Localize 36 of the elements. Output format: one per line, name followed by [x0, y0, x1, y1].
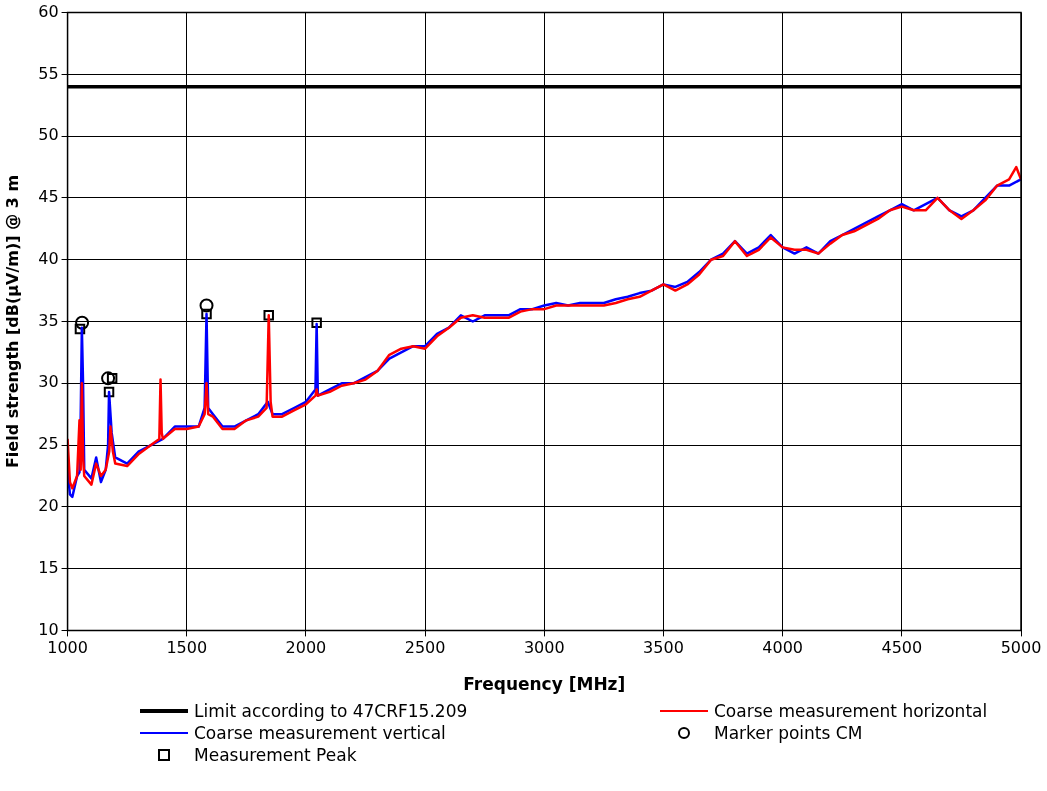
legend-label: Measurement Peak	[194, 745, 357, 765]
y-tick-label: 40	[38, 248, 59, 268]
legend-label: Coarse measurement horizontal	[714, 701, 988, 721]
point	[263, 310, 274, 321]
y-tick-label: 15	[38, 557, 59, 577]
x-tick-label: 1000	[47, 638, 88, 658]
point	[103, 386, 115, 398]
x-axis-title: Frequency [MHz]	[463, 674, 626, 695]
y-axis-title: Field strength [dB(µV/m)] @ 3 m	[2, 174, 22, 469]
legend-label: Marker points CM	[714, 723, 863, 743]
legend-label: Limit according to 47CRF15.209	[194, 701, 468, 721]
x-tick-label: 5000	[1000, 638, 1042, 658]
x-tick-label: 3500	[643, 638, 684, 658]
y-tick-label: 50	[38, 125, 59, 145]
point	[311, 317, 322, 328]
x-tick-label: 4000	[762, 638, 803, 658]
point	[101, 371, 116, 386]
y-tick-label: 25	[38, 434, 59, 454]
y-tick-label: 35	[38, 310, 59, 330]
legend-label: Coarse measurement vertical	[194, 723, 446, 743]
x-tick-label: 3000	[523, 638, 565, 658]
point	[75, 315, 90, 330]
y-tick-label: 30	[38, 372, 59, 392]
x-tick-label: 1500	[166, 638, 208, 658]
y-tick-label: 45	[38, 187, 59, 207]
point	[199, 298, 214, 313]
point	[74, 323, 86, 335]
y-tick-label: 10	[38, 619, 59, 639]
x-tick-label: 2000	[285, 638, 327, 658]
y-tick-label: 55	[38, 63, 59, 83]
point	[106, 373, 118, 384]
x-tick-label: 2500	[404, 638, 446, 658]
x-tick-label: 4500	[881, 638, 923, 658]
y-tick-label: 60	[38, 1, 59, 21]
point	[201, 308, 212, 320]
y-tick-label: 20	[38, 496, 59, 515]
